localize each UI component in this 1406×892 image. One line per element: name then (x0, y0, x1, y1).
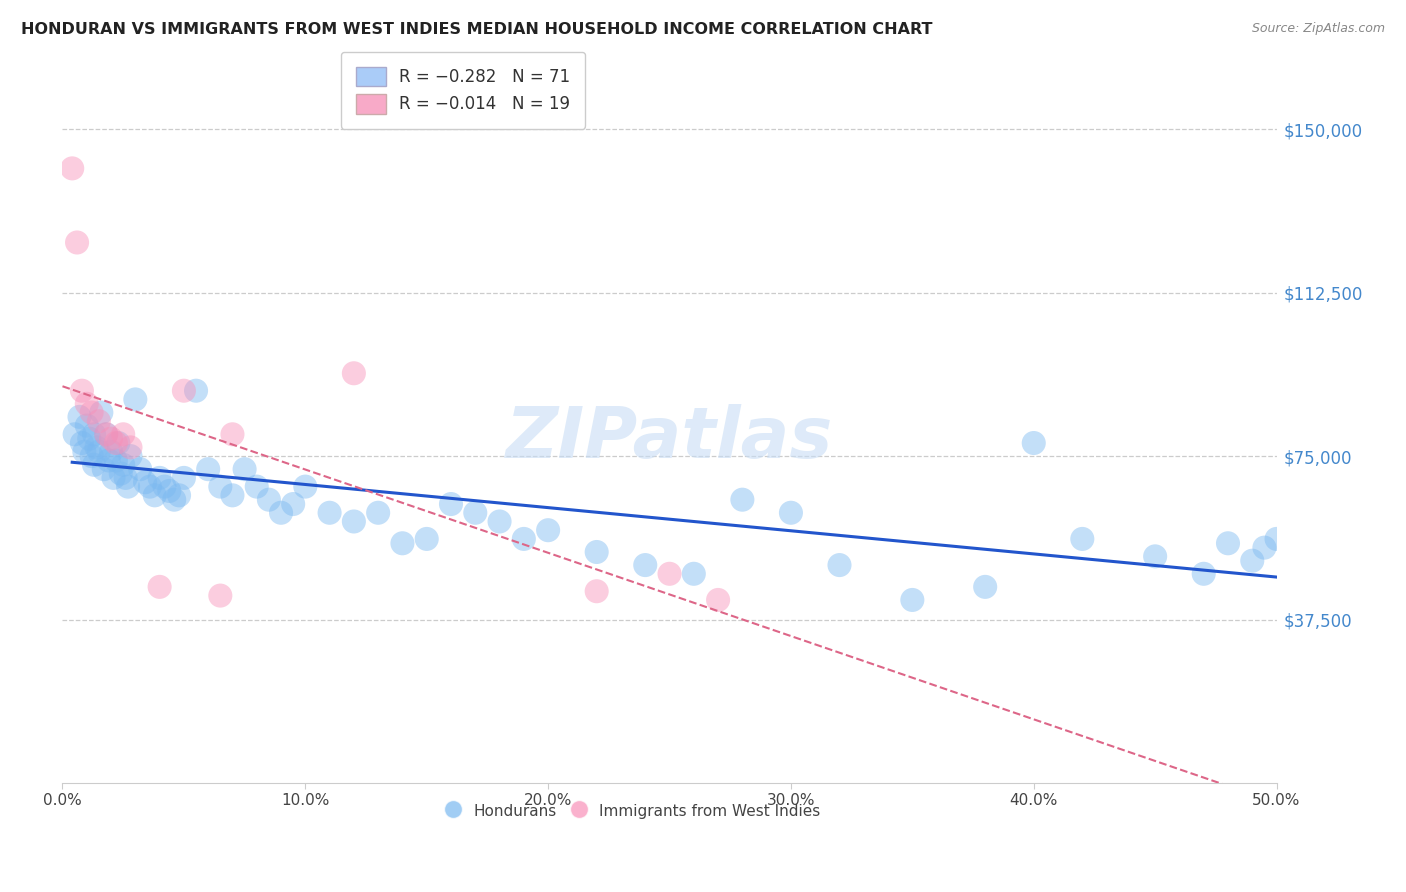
Point (707, 593, 730, 607)
Point (149, 580, 172, 594)
Point (76, 397, 98, 411)
Point (283, 497, 305, 511)
Point (197, 462, 219, 476)
Point (682, 566, 704, 581)
Point (107, 436, 129, 450)
Point (112, 458, 135, 472)
Point (80, 405, 103, 419)
Point (149, 471, 172, 485)
Point (585, 545, 607, 559)
Point (129, 462, 152, 476)
Legend: Hondurans, Immigrants from West Indies: Hondurans, Immigrants from West Indies (440, 796, 827, 827)
Point (270, 506, 292, 520)
Point (173, 384, 195, 398)
Point (173, 471, 195, 485)
Point (73, 444, 96, 458)
Point (257, 492, 280, 507)
Point (391, 536, 413, 550)
Point (93, 462, 115, 476)
Point (66, 235, 89, 250)
Point (1144, 549, 1167, 564)
Point (157, 483, 180, 498)
Point (901, 593, 924, 607)
Point (120, 449, 142, 463)
Point (440, 497, 463, 511)
Text: HONDURAN VS IMMIGRANTS FROM WEST INDIES MEDIAN HOUSEHOLD INCOME CORRELATION CHAR: HONDURAN VS IMMIGRANTS FROM WEST INDIES … (21, 22, 932, 37)
Point (120, 441, 142, 455)
Point (90, 405, 112, 419)
Point (167, 488, 190, 502)
Text: ZIPatlas: ZIPatlas (506, 404, 834, 474)
Point (221, 488, 243, 502)
Point (70, 384, 93, 398)
Point (60, 161, 83, 176)
Point (110, 467, 132, 481)
Point (77, 432, 100, 446)
Point (76, 418, 98, 433)
Point (87, 414, 110, 428)
Point (134, 475, 156, 490)
Point (104, 453, 127, 467)
Point (780, 506, 803, 520)
Point (112, 427, 135, 442)
Point (246, 480, 269, 494)
Point (97, 453, 120, 467)
Point (974, 580, 997, 594)
Point (184, 384, 207, 398)
Point (117, 480, 139, 494)
Point (163, 492, 186, 507)
Point (343, 515, 366, 529)
Point (96, 427, 118, 442)
Point (69, 409, 91, 424)
Point (464, 506, 486, 520)
Point (731, 492, 754, 507)
Point (96, 427, 118, 442)
Point (83, 458, 105, 472)
Point (80, 449, 103, 463)
Point (1192, 566, 1215, 581)
Point (100, 444, 122, 458)
Point (634, 558, 657, 572)
Point (367, 506, 389, 520)
Point (1022, 436, 1045, 450)
Point (104, 436, 127, 450)
Point (537, 523, 560, 537)
Point (1071, 532, 1094, 546)
Point (143, 488, 166, 502)
Point (63, 427, 86, 442)
Point (1216, 536, 1239, 550)
Point (1265, 532, 1288, 546)
Point (318, 506, 340, 520)
Point (1253, 541, 1275, 555)
Point (585, 584, 607, 599)
Point (294, 480, 316, 494)
Text: Source: ZipAtlas.com: Source: ZipAtlas.com (1251, 22, 1385, 36)
Point (488, 515, 510, 529)
Point (124, 392, 146, 407)
Point (828, 558, 851, 572)
Point (209, 480, 232, 494)
Point (209, 589, 232, 603)
Point (86, 441, 108, 455)
Point (415, 532, 437, 546)
Point (513, 532, 536, 546)
Point (221, 427, 243, 442)
Point (114, 471, 136, 485)
Point (87, 444, 110, 458)
Point (103, 471, 125, 485)
Point (233, 462, 256, 476)
Point (139, 480, 162, 494)
Point (100, 432, 122, 446)
Point (153, 480, 176, 494)
Point (1241, 554, 1264, 568)
Point (658, 566, 681, 581)
Point (343, 366, 366, 380)
Point (70, 436, 93, 450)
Point (83, 427, 105, 442)
